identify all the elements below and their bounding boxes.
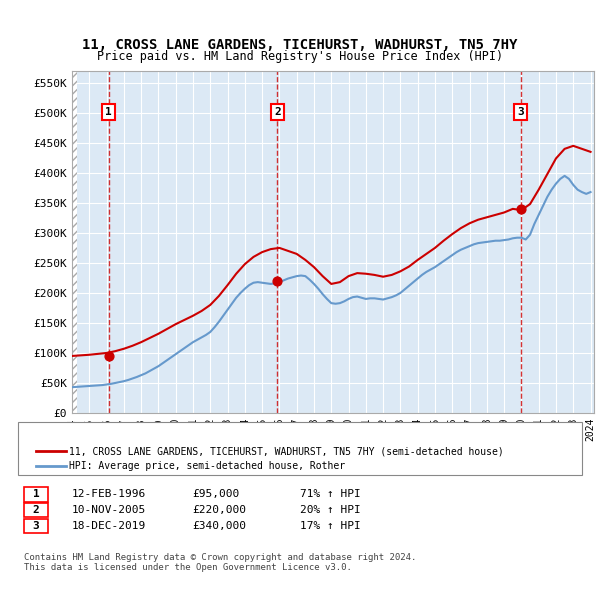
Text: Contains HM Land Registry data © Crown copyright and database right 2024.
This d: Contains HM Land Registry data © Crown c…: [24, 553, 416, 572]
Text: 71% ↑ HPI: 71% ↑ HPI: [300, 490, 361, 499]
Text: 10-NOV-2005: 10-NOV-2005: [72, 506, 146, 515]
Text: 2: 2: [274, 107, 281, 117]
Point: [104, 351, 113, 360]
Text: 1: 1: [32, 490, 40, 499]
Text: 20% ↑ HPI: 20% ↑ HPI: [300, 506, 361, 515]
Text: 11, CROSS LANE GARDENS, TICEHURST, WADHURST, TN5 7HY: 11, CROSS LANE GARDENS, TICEHURST, WADHU…: [82, 38, 518, 53]
Text: 1: 1: [106, 107, 112, 117]
Text: 12-FEB-1996: 12-FEB-1996: [72, 490, 146, 499]
Text: 11, CROSS LANE GARDENS, TICEHURST, WADHURST, TN5 7HY (semi-detached house): 11, CROSS LANE GARDENS, TICEHURST, WADHU…: [69, 447, 504, 456]
Text: 18-DEC-2019: 18-DEC-2019: [72, 522, 146, 531]
Text: 2: 2: [32, 506, 40, 515]
Point: [272, 276, 282, 286]
Text: £220,000: £220,000: [192, 506, 246, 515]
Text: £340,000: £340,000: [192, 522, 246, 531]
Text: £95,000: £95,000: [192, 490, 239, 499]
Point: [516, 204, 526, 214]
Text: Price paid vs. HM Land Registry's House Price Index (HPI): Price paid vs. HM Land Registry's House …: [97, 50, 503, 63]
Text: 17% ↑ HPI: 17% ↑ HPI: [300, 522, 361, 531]
Text: HPI: Average price, semi-detached house, Rother: HPI: Average price, semi-detached house,…: [69, 461, 345, 470]
Text: 3: 3: [517, 107, 524, 117]
Text: 3: 3: [32, 522, 40, 531]
